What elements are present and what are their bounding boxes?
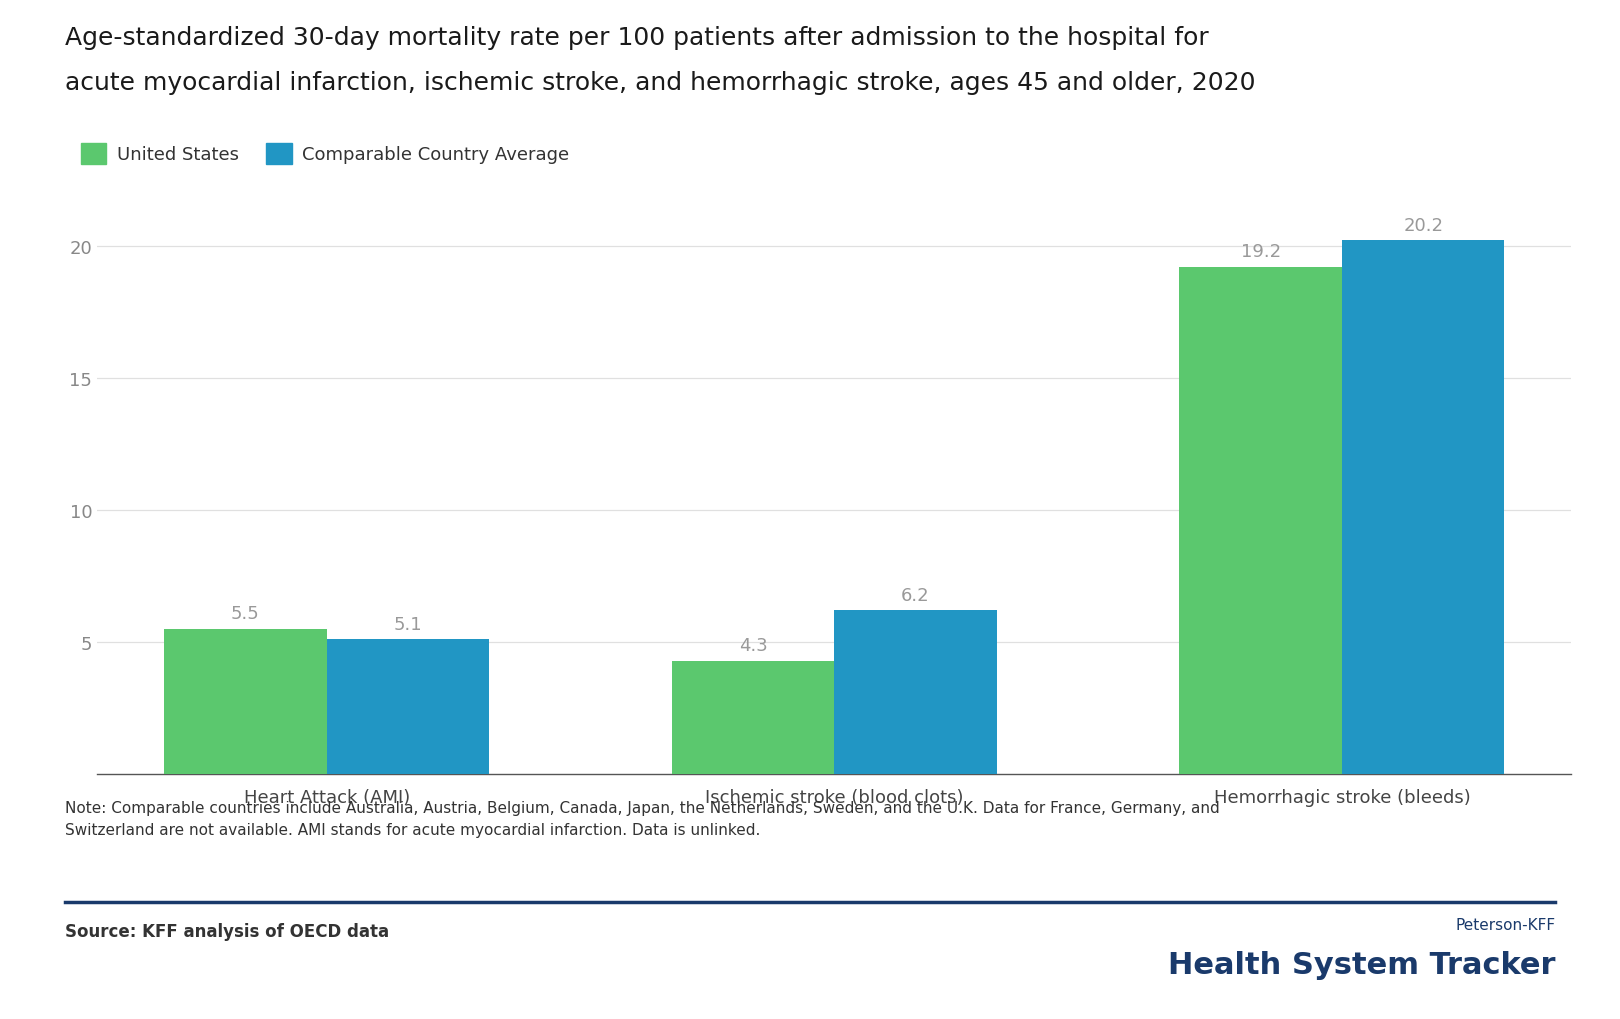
Text: acute myocardial infarction, ischemic stroke, and hemorrhagic stroke, ages 45 an: acute myocardial infarction, ischemic st…	[65, 71, 1256, 96]
Bar	[164, 629, 327, 774]
Text: Peterson-KFF: Peterson-KFF	[1455, 917, 1555, 932]
Bar	[672, 661, 834, 774]
Legend: United States, Comparable Country Average: United States, Comparable Country Averag…	[75, 137, 577, 171]
Text: Health System Tracker: Health System Tracker	[1168, 950, 1555, 978]
Text: 6.2: 6.2	[901, 586, 930, 604]
Bar	[1341, 242, 1505, 774]
Text: 5.5: 5.5	[232, 604, 259, 623]
Text: 5.1: 5.1	[394, 615, 423, 633]
Text: Age-standardized 30-day mortality rate per 100 patients after admission to the h: Age-standardized 30-day mortality rate p…	[65, 25, 1209, 50]
Bar	[1179, 268, 1341, 774]
Bar	[834, 610, 996, 774]
Text: Note: Comparable countries include Australia, Austria, Belgium, Canada, Japan, t: Note: Comparable countries include Austr…	[65, 800, 1220, 838]
Text: Source: KFF analysis of OECD data: Source: KFF analysis of OECD data	[65, 922, 389, 941]
Bar	[327, 640, 489, 774]
Text: 20.2: 20.2	[1403, 217, 1443, 234]
Text: 19.2: 19.2	[1241, 243, 1281, 261]
Text: 4.3: 4.3	[739, 636, 768, 654]
